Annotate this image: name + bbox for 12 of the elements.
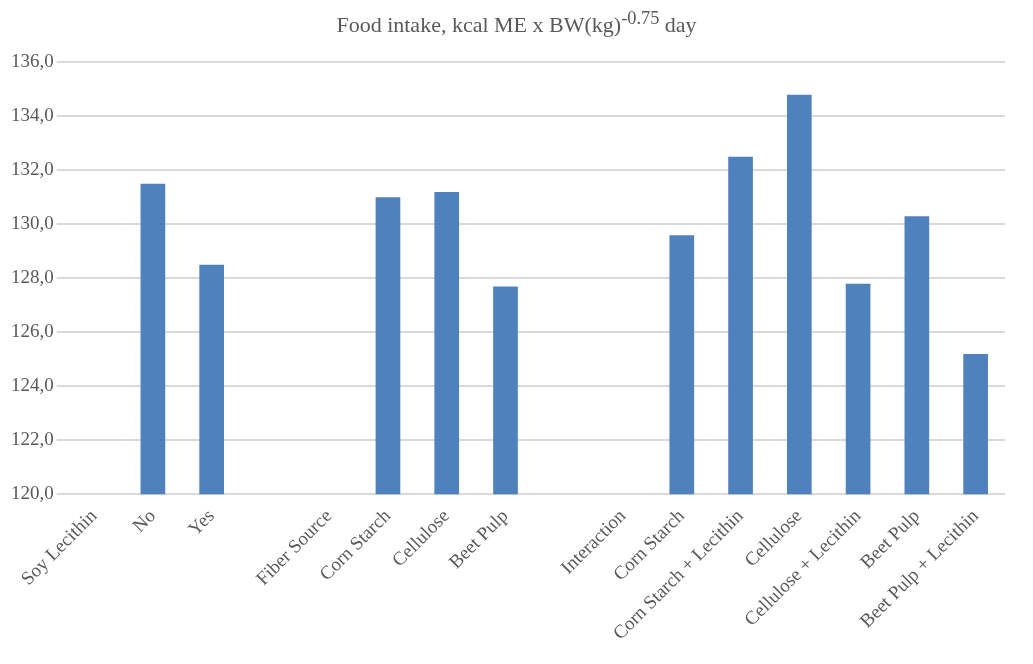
y-tick-label: 122,0 [11, 428, 54, 450]
y-tick-label: 132,0 [11, 158, 54, 180]
y-tick-label: 124,0 [11, 374, 54, 396]
y-tick-label: 126,0 [11, 320, 54, 342]
x-tick-label: Yes [183, 505, 219, 540]
y-tick-label: 128,0 [11, 266, 54, 288]
y-tick-label: 130,0 [11, 212, 54, 234]
y-tick-label: 136,0 [11, 50, 54, 72]
chart-title: Food intake, kcal ME x BW(kg)$^{-0.75}$ day [335, 8, 698, 39]
x-tick-label: No [127, 505, 160, 537]
y-tick-label: 134,0 [11, 104, 54, 126]
y-tick-label: 120,0 [11, 482, 54, 504]
